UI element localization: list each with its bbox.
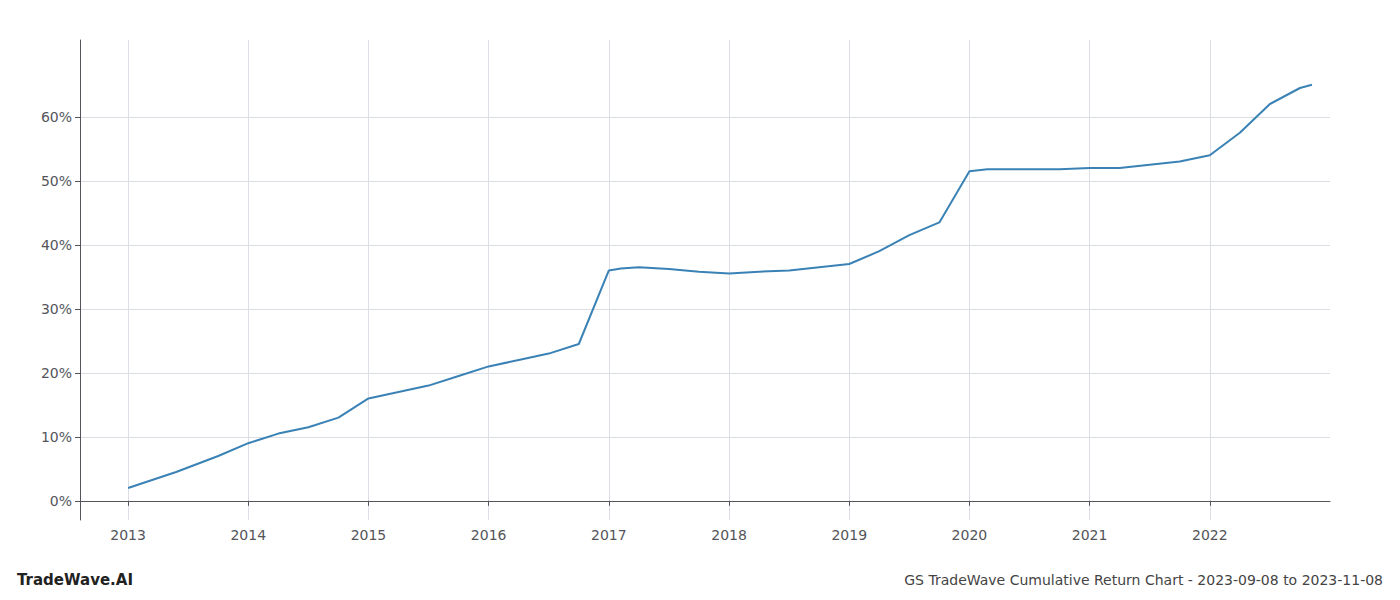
svg-text:2020: 2020 bbox=[952, 527, 988, 543]
svg-text:2019: 2019 bbox=[831, 527, 867, 543]
svg-text:GS TradeWave Cumulative Return: GS TradeWave Cumulative Return Chart - 2… bbox=[904, 572, 1383, 588]
svg-text:2014: 2014 bbox=[230, 527, 266, 543]
svg-text:2015: 2015 bbox=[351, 527, 387, 543]
svg-text:2013: 2013 bbox=[110, 527, 146, 543]
svg-text:40%: 40% bbox=[41, 237, 72, 253]
svg-text:20%: 20% bbox=[41, 365, 72, 381]
svg-text:10%: 10% bbox=[41, 429, 72, 445]
svg-text:50%: 50% bbox=[41, 173, 72, 189]
svg-text:2017: 2017 bbox=[591, 527, 627, 543]
svg-text:30%: 30% bbox=[41, 301, 72, 317]
svg-text:TradeWave.AI: TradeWave.AI bbox=[17, 571, 133, 589]
svg-text:2018: 2018 bbox=[711, 527, 747, 543]
svg-text:60%: 60% bbox=[41, 109, 72, 125]
svg-text:0%: 0% bbox=[50, 493, 72, 509]
svg-text:2016: 2016 bbox=[471, 527, 507, 543]
svg-text:2022: 2022 bbox=[1192, 527, 1228, 543]
svg-text:2021: 2021 bbox=[1072, 527, 1108, 543]
